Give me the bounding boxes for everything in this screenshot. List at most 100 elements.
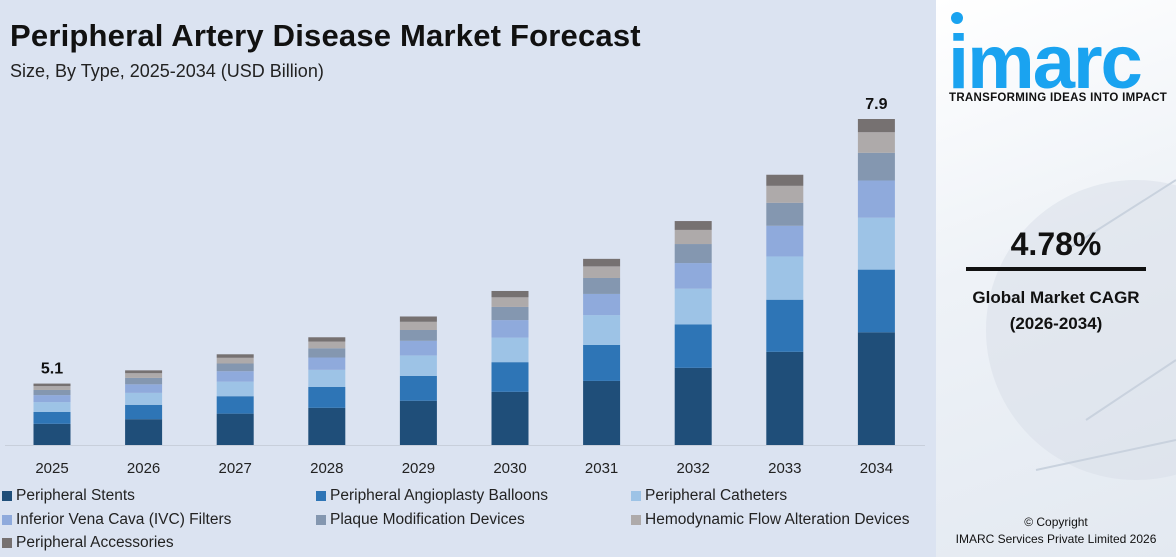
- bar-segment-2033-plaque-modification-devices: [766, 202, 804, 226]
- bar-segment-2031-peripheral-stents: [583, 380, 621, 445]
- chart-title: Peripheral Artery Disease Market Forecas…: [10, 18, 641, 53]
- bar-segment-2031-plaque-modification-devices: [583, 277, 621, 294]
- bar-segment-2028-plaque-modification-devices: [308, 348, 346, 358]
- bar-segment-2030-inferior-vena-cava-ivc-filters: [491, 320, 529, 338]
- cagr-label-line1: Global Market CAGR: [972, 288, 1140, 307]
- bar-segment-2031-inferior-vena-cava-ivc-filters: [583, 293, 621, 316]
- bar-segment-2028-peripheral-catheters: [308, 369, 346, 387]
- legend-item: Hemodynamic Flow Alteration Devices: [631, 511, 909, 529]
- bar-segment-2025-inferior-vena-cava-ivc-filters: [33, 395, 71, 403]
- divider: [966, 267, 1146, 271]
- bar-segment-2031-peripheral-angioplasty-balloons: [583, 344, 621, 381]
- tagline: TRANSFORMING IDEAS INTO IMPACT: [949, 92, 1168, 104]
- legend-swatch: [316, 515, 326, 525]
- bar-segment-2030-peripheral-angioplasty-balloons: [491, 362, 529, 392]
- legend-item: Peripheral Angioplasty Balloons: [316, 487, 548, 505]
- bar-segment-2032-plaque-modification-devices: [674, 244, 712, 264]
- bar-segment-2025-peripheral-accessories: [33, 383, 71, 387]
- legend-label: Inferior Vena Cava (IVC) Filters: [16, 511, 232, 528]
- bar-segment-2028-peripheral-accessories: [308, 337, 346, 342]
- bar-segment-2025-peripheral-catheters: [33, 402, 71, 413]
- legend-label: Peripheral Catheters: [645, 487, 788, 504]
- bar-segment-2026-peripheral-angioplasty-balloons: [125, 404, 163, 420]
- bar-segment-2031-peripheral-catheters: [583, 315, 621, 345]
- bar-segment-2032-inferior-vena-cava-ivc-filters: [674, 263, 712, 289]
- x-tick-label: 2029: [402, 460, 435, 477]
- bar-segment-2029-inferior-vena-cava-ivc-filters: [399, 340, 437, 356]
- bar-segment-2029-peripheral-stents: [399, 400, 437, 445]
- bar-segment-2026-peripheral-catheters: [125, 392, 163, 405]
- bar-segment-2034-peripheral-stents: [857, 332, 895, 445]
- bar-segment-2026-plaque-modification-devices: [125, 377, 163, 385]
- bar-segment-2026-hemodynamic-flow-alteration-devices: [125, 373, 163, 378]
- bar-segment-2028-peripheral-stents: [308, 407, 346, 445]
- bar-segment-2033-peripheral-accessories: [766, 174, 804, 186]
- bar-segment-2026-inferior-vena-cava-ivc-filters: [125, 384, 163, 393]
- legend-label: Peripheral Angioplasty Balloons: [330, 487, 548, 504]
- x-tick-label: 2033: [768, 460, 801, 477]
- x-tick-label: 2031: [585, 460, 618, 477]
- chart-subtitle: Size, By Type, 2025-2034 (USD Billion): [10, 61, 324, 81]
- bar-segment-2027-peripheral-accessories: [216, 354, 254, 358]
- bar-segment-2029-plaque-modification-devices: [399, 329, 437, 341]
- x-tick-label: 2028: [310, 460, 343, 477]
- bar-segment-2029-peripheral-angioplasty-balloons: [399, 375, 437, 401]
- bar-segment-2028-hemodynamic-flow-alteration-devices: [308, 341, 346, 349]
- bar-segment-2034-peripheral-accessories: [857, 119, 895, 133]
- bar-segment-2033-inferior-vena-cava-ivc-filters: [766, 225, 804, 257]
- bar-segment-2027-peripheral-catheters: [216, 381, 254, 397]
- bar-segment-2034-hemodynamic-flow-alteration-devices: [857, 132, 895, 153]
- x-tick-label: 2026: [127, 460, 160, 477]
- legend-item: Peripheral Accessories: [2, 534, 174, 552]
- x-tick-label: 2025: [35, 460, 68, 477]
- x-tick-label: 2027: [219, 460, 252, 477]
- bar-segment-2030-plaque-modification-devices: [491, 306, 529, 321]
- bar-segment-2025-plaque-modification-devices: [33, 389, 71, 396]
- bar-segment-2032-peripheral-catheters: [674, 288, 712, 325]
- cagr-label-line2: (2026-2034): [1009, 314, 1103, 333]
- bar-segment-2029-peripheral-catheters: [399, 355, 437, 376]
- bar-segment-2032-peripheral-accessories: [674, 221, 712, 230]
- bar-segment-2030-hemodynamic-flow-alteration-devices: [491, 297, 529, 307]
- bar-segment-2030-peripheral-catheters: [491, 337, 529, 363]
- x-tick-label: 2032: [677, 460, 710, 477]
- bar-segment-2033-peripheral-catheters: [766, 256, 804, 300]
- bar-segment-2031-hemodynamic-flow-alteration-devices: [583, 266, 621, 278]
- cagr-label: Global Market CAGR (2026-2034): [936, 285, 1176, 337]
- bar-segment-2028-peripheral-angioplasty-balloons: [308, 386, 346, 408]
- cagr-value: 4.78%: [1010, 226, 1102, 262]
- svg-text:imarc: imarc: [948, 20, 1142, 92]
- legend-swatch: [631, 515, 641, 525]
- legend-label: Peripheral Stents: [16, 487, 135, 504]
- bar-segment-2027-inferior-vena-cava-ivc-filters: [216, 371, 254, 382]
- logo-mark: imarc: [948, 12, 1144, 105]
- legend-swatch: [2, 491, 12, 501]
- bar-segment-2027-peripheral-stents: [216, 413, 254, 445]
- bar-segment-2025-hemodynamic-flow-alteration-devices: [33, 386, 71, 390]
- info-panel: imarc TRANSFORMING IDEAS INTO IMPACT 4.7…: [936, 0, 1176, 557]
- total-label-2025: 5.1: [41, 361, 63, 378]
- bar-segment-2033-peripheral-stents: [766, 351, 804, 445]
- bar-segment-2031-peripheral-accessories: [583, 258, 621, 267]
- bar-segment-2034-plaque-modification-devices: [857, 152, 895, 181]
- bar-segment-2029-hemodynamic-flow-alteration-devices: [399, 321, 437, 330]
- legend-item: Peripheral Catheters: [631, 487, 787, 505]
- bar-segment-2026-peripheral-accessories: [125, 370, 163, 374]
- bar-segment-2034-peripheral-catheters: [857, 217, 895, 270]
- copyright: © Copyright IMARC Services Private Limit…: [936, 514, 1176, 548]
- legend-swatch: [2, 515, 12, 525]
- x-tick-label: 2034: [860, 460, 893, 477]
- bar-segment-2027-hemodynamic-flow-alteration-devices: [216, 357, 254, 364]
- background-decoration: [986, 179, 1176, 480]
- legend-item: Inferior Vena Cava (IVC) Filters: [2, 511, 231, 529]
- bar-segment-2025-peripheral-stents: [33, 423, 71, 445]
- x-tick-label: 2030: [493, 460, 526, 477]
- legend-item: Peripheral Stents: [2, 487, 135, 505]
- bar-segment-2032-peripheral-angioplasty-balloons: [674, 324, 712, 368]
- bar-segment-2027-peripheral-angioplasty-balloons: [216, 396, 254, 414]
- copyright-line1: © Copyright: [1024, 515, 1088, 529]
- legend-label: Peripheral Accessories: [16, 534, 174, 551]
- chart-panel: Peripheral Artery Disease Market Forecas…: [2, 18, 925, 552]
- stacked-bar-chart: 2025 5.1 2026 2027 2028 2029 2030 2031 2032 2033 2…: [5, 96, 925, 477]
- bar-segment-2032-peripheral-stents: [674, 367, 712, 445]
